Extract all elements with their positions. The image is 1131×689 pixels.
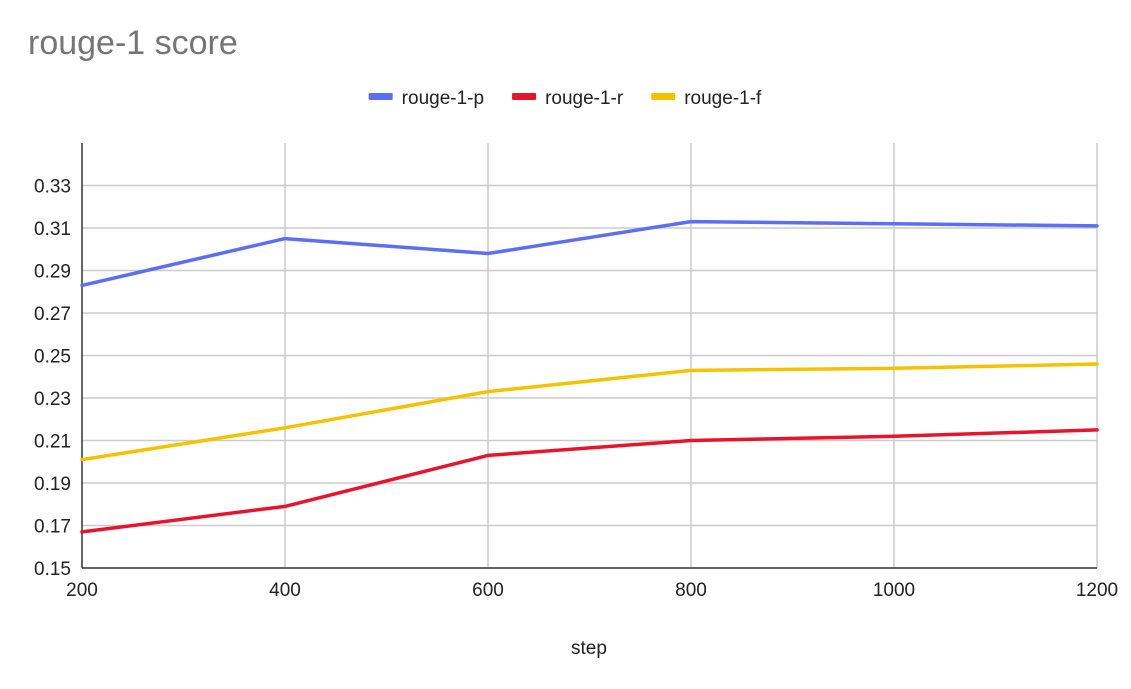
y-tick-label: 0.19	[34, 474, 71, 495]
y-tick-label: 0.27	[34, 304, 71, 325]
x-tick-label: 400	[269, 580, 301, 601]
y-tick-label: 0.31	[34, 219, 71, 240]
y-tick-label: 0.23	[34, 389, 71, 410]
x-tick-label: 200	[66, 580, 98, 601]
series-line-rouge-1-r	[80, 428, 1099, 534]
legend-label: rouge-1-r	[545, 88, 624, 109]
legend-label: rouge-1-f	[684, 88, 762, 109]
legend-swatch-rouge-1-r	[512, 93, 537, 100]
series-line-rouge-1-f	[80, 362, 1099, 462]
y-tick-label: 0.25	[34, 347, 71, 368]
tick-labels: 0.15 0.17 0.19 0.21 0.23 0.25 0.27 0.29 0.31 0.33…	[34, 177, 1118, 602]
x-tick-label: 600	[472, 580, 504, 601]
x-tick-label: 800	[675, 580, 707, 601]
x-tick-label: 1200	[1076, 580, 1118, 601]
x-axis-title: step	[571, 638, 607, 659]
x-tick-label: 1000	[873, 580, 915, 601]
y-tick-label: 0.15	[34, 559, 71, 580]
legend-label: rouge-1-p	[402, 88, 484, 109]
gridlines	[82, 143, 1098, 568]
legend: rouge-1-p rouge-1-r rouge-1-f	[368, 88, 762, 109]
y-tick-label: 0.29	[34, 262, 71, 283]
legend-swatch-rouge-1-p	[368, 93, 393, 100]
y-tick-label: 0.17	[34, 517, 71, 538]
y-tick-label: 0.21	[34, 432, 71, 453]
y-tick-label: 0.33	[34, 177, 71, 198]
series-line-rouge-1-p	[80, 219, 1099, 288]
series-lines	[80, 219, 1099, 534]
legend-swatch-rouge-1-f	[651, 93, 676, 100]
axes	[81, 143, 1097, 569]
chart-title: rouge-1 score	[28, 24, 238, 62]
